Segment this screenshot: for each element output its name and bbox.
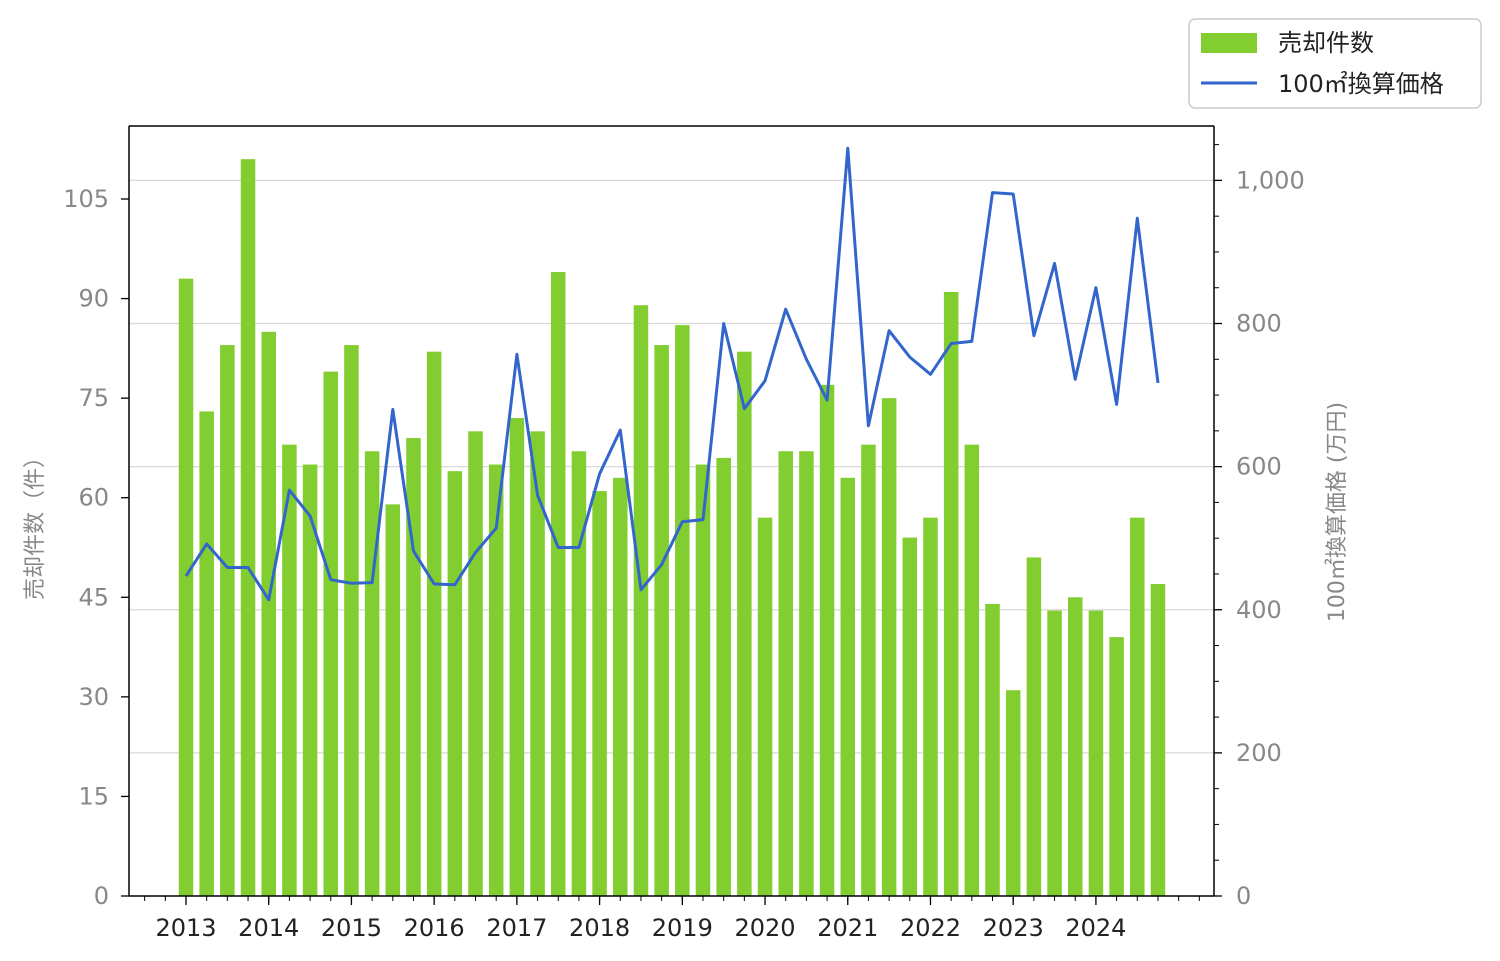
legend-label-sales-count: 売却件数 [1278, 29, 1374, 57]
bar [261, 331, 276, 896]
x-tick-label: 2021 [817, 914, 878, 942]
bar [447, 471, 463, 896]
bar [861, 444, 876, 896]
legend-swatch-bar [1201, 33, 1257, 53]
x-tick-label: 2016 [404, 914, 465, 942]
bar [633, 305, 649, 897]
x-tick-label: 2022 [900, 914, 961, 942]
axes: 0 15 30 45 60 75 90 105 0 200 400 600 800 1,000 2013 20… [63, 125, 1305, 942]
bar [1088, 610, 1104, 896]
bar [509, 418, 525, 896]
x-tick-label: 2024 [1065, 914, 1126, 942]
bar [426, 351, 442, 896]
bar [985, 603, 1000, 896]
bar [695, 464, 711, 896]
bar [654, 345, 669, 896]
bar [1005, 690, 1021, 896]
bar [282, 444, 297, 896]
y-right-tick-label: 800 [1236, 310, 1282, 338]
bar [1047, 610, 1062, 896]
line-series-price [184, 146, 1160, 602]
bar [178, 278, 194, 896]
bar [302, 464, 318, 896]
bar [737, 351, 752, 896]
x-tick-label: 2015 [321, 914, 382, 942]
x-tick-label: 2017 [486, 914, 547, 942]
bar [1150, 584, 1166, 896]
y-right-tick-label: 0 [1236, 882, 1251, 910]
y-left-tick-label: 30 [78, 683, 109, 711]
y-left-tick-label: 0 [94, 882, 109, 910]
bar [488, 464, 504, 896]
y-left-tick-label: 60 [78, 484, 109, 512]
y-right-tick-label: 400 [1236, 596, 1282, 624]
x-tick-label: 2014 [238, 914, 299, 942]
bar [220, 345, 235, 896]
y-left-tick-label: 45 [78, 583, 109, 611]
bar [716, 457, 731, 896]
bar [778, 451, 793, 896]
bar [550, 272, 566, 896]
bar [840, 477, 856, 896]
bar [1130, 517, 1145, 896]
bar [364, 451, 380, 896]
bar [1026, 557, 1042, 896]
x-tick-label: 2018 [569, 914, 630, 942]
bar [1109, 637, 1124, 896]
bar [1067, 597, 1083, 896]
x-tick-label: 2020 [735, 914, 796, 942]
bar [530, 431, 545, 896]
legend: 売却件数 100㎡換算価格 [1188, 18, 1482, 109]
bar [240, 159, 256, 897]
bar [613, 477, 628, 896]
bar [592, 491, 607, 896]
bar [571, 451, 587, 896]
y-left-tick-label: 90 [78, 285, 109, 313]
x-tick-label: 2019 [652, 914, 713, 942]
bar [675, 325, 690, 896]
bar [757, 517, 773, 896]
legend-label-price: 100㎡換算価格 [1278, 70, 1444, 98]
legend-box [1188, 18, 1482, 109]
y-left-tick-label: 15 [78, 782, 109, 810]
bar [943, 291, 959, 897]
y-axis-left-label: 売却件数（件） [23, 446, 48, 600]
y-right-tick-label: 600 [1236, 453, 1282, 481]
y-left-tick-label: 75 [78, 384, 109, 412]
bar [468, 431, 483, 896]
bar [819, 384, 835, 896]
bar-series-sales-count [178, 159, 1166, 897]
y-right-tick-label: 1,000 [1236, 166, 1305, 194]
bar [881, 398, 897, 896]
bar [385, 504, 401, 896]
bar [344, 345, 359, 896]
bar [406, 437, 421, 896]
bar [923, 517, 938, 896]
price-line [184, 146, 1160, 602]
x-tick-label: 2023 [983, 914, 1044, 942]
y-left-tick-label: 105 [63, 185, 109, 213]
y-axis-right-label: 100㎡換算価格 (万円) [1324, 402, 1350, 622]
bar [323, 371, 339, 896]
x-tick-label: 2013 [155, 914, 216, 942]
bar [964, 444, 980, 896]
bar [902, 537, 918, 896]
y-right-tick-label: 200 [1236, 739, 1282, 767]
bar [799, 451, 814, 896]
bar [199, 411, 214, 896]
